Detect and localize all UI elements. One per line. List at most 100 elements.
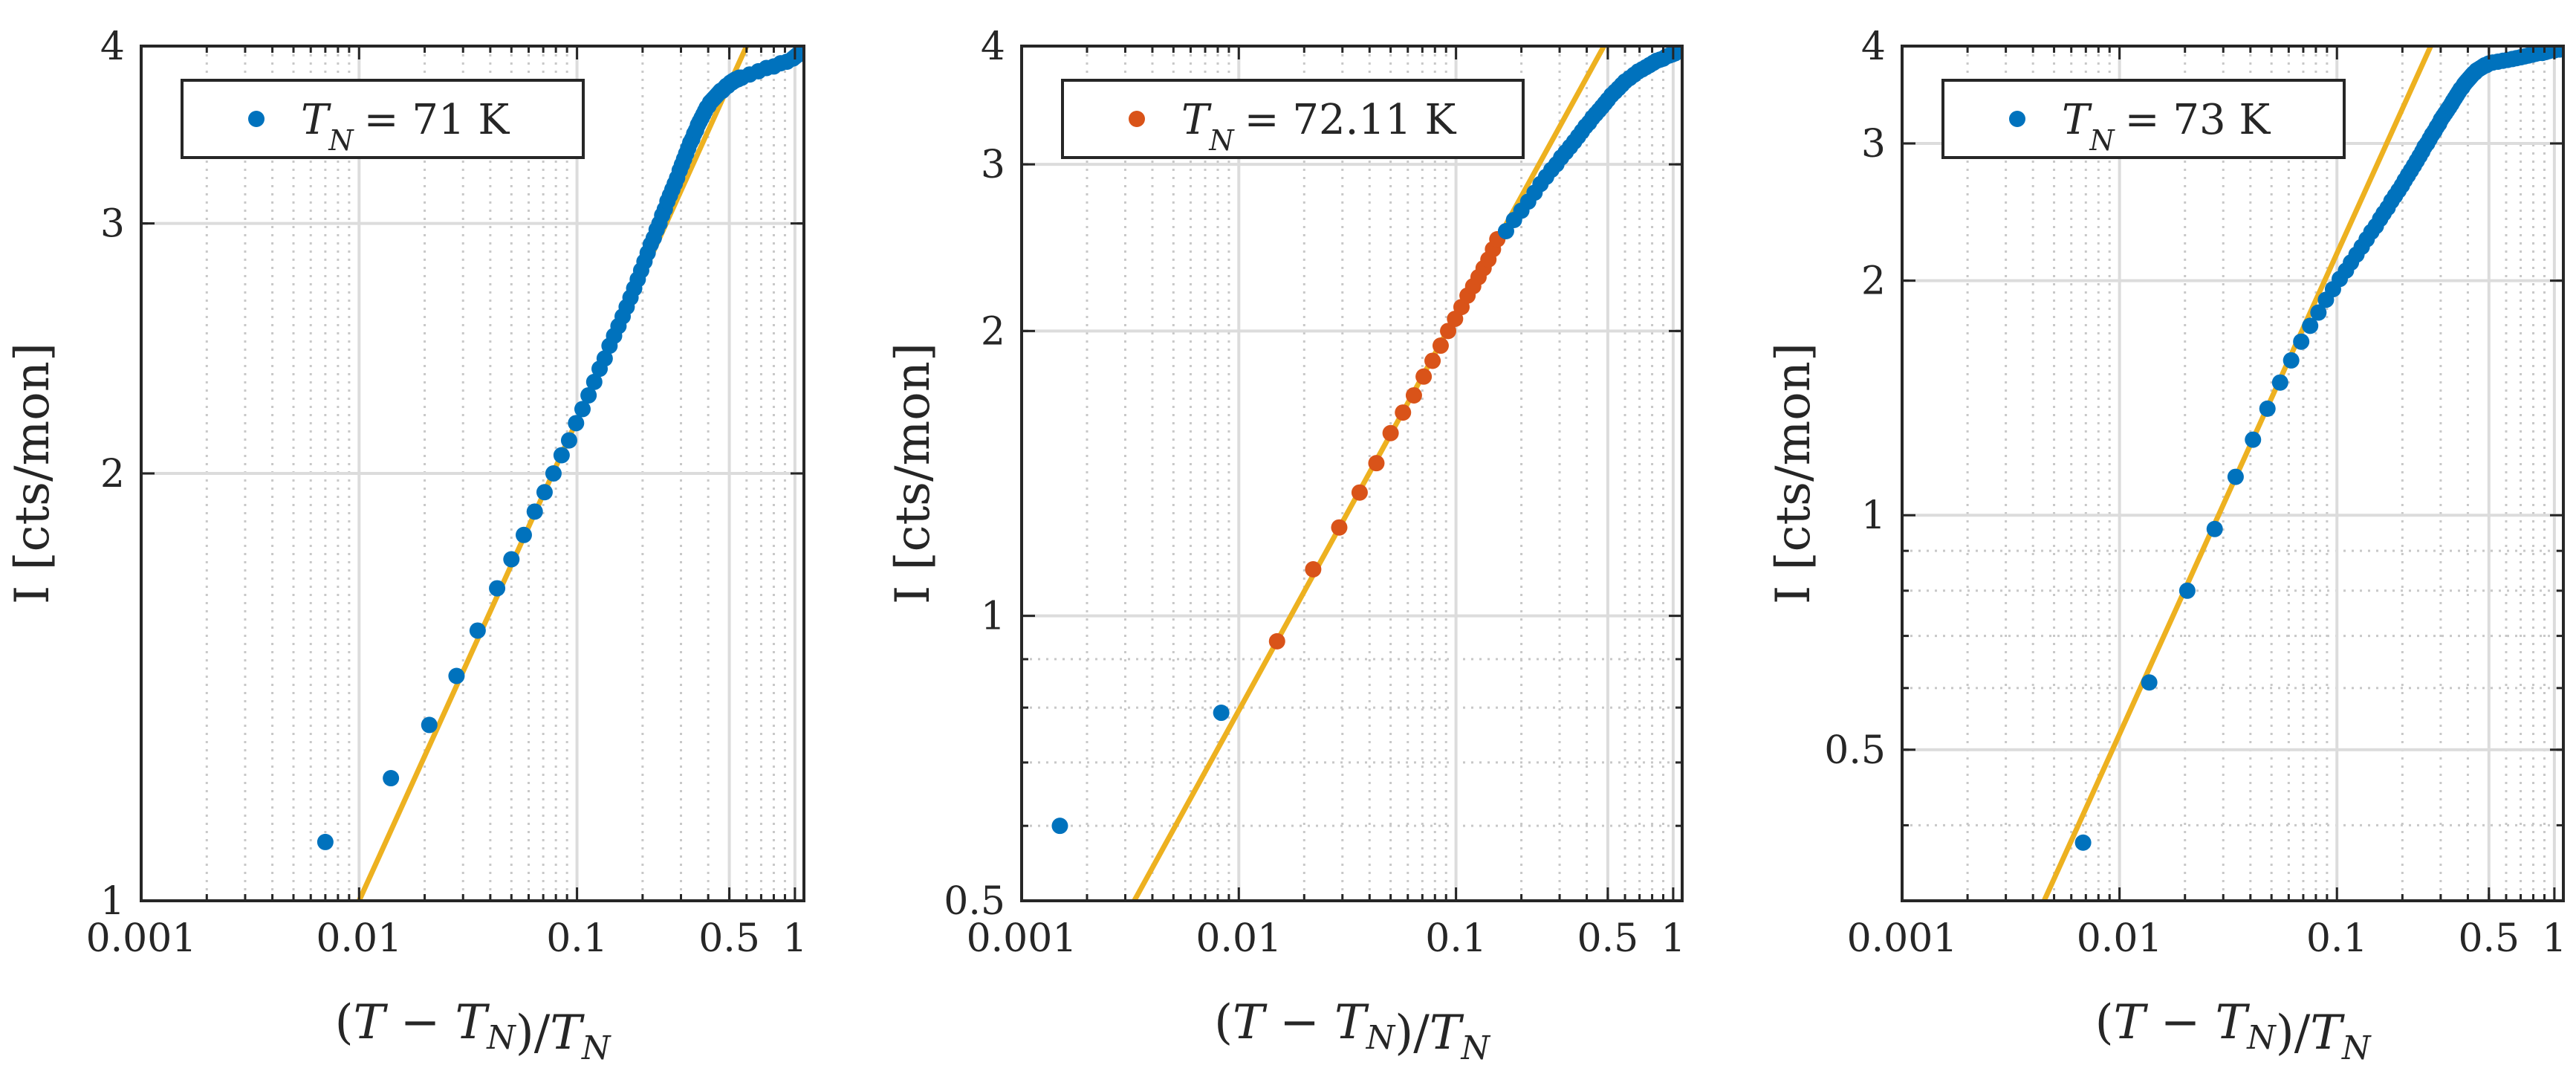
legend-tn-symbol: T: [1181, 96, 1212, 144]
data-point: [545, 465, 562, 482]
legend-tn-symbol: T: [2062, 96, 2092, 144]
data-point: [1368, 455, 1385, 472]
data-point: [560, 432, 577, 449]
legend-label: TN = 73 K: [2062, 96, 2271, 157]
data-point: [2074, 834, 2092, 851]
x-tick-label: 0.5: [2458, 916, 2520, 961]
data-point: [526, 503, 543, 520]
axes-box: [1020, 45, 1684, 902]
data-point: [1213, 705, 1230, 722]
data-point: [383, 770, 400, 787]
y-tick-label: 0.5: [944, 879, 1005, 924]
x-axis-label: (T − TN)/TN: [2095, 995, 2372, 1067]
plot-area: [1022, 46, 1682, 901]
data-point: [515, 526, 532, 543]
y-tick-label: 4: [100, 25, 125, 69]
legend-label: TN = 71 K: [301, 96, 510, 157]
data-point: [1051, 818, 1068, 835]
x-tick-label: 0.1: [546, 916, 608, 961]
x-tick-label: 0.1: [2306, 916, 2368, 961]
x-tick-label: 1: [2542, 916, 2566, 961]
y-axis-label: I [cts/mon]: [1766, 343, 1821, 604]
y-tick-label: 4: [1861, 25, 1886, 69]
legend-label: TN = 72.11 K: [1181, 96, 1456, 157]
subplot-tn-73: 0.001 0.01 0.1 0.5 1 0.5 1 2 3 4 (T − TN)/TN I [cts…: [1766, 25, 2566, 1067]
data-point: [1440, 323, 1457, 340]
y-tick-label: 1: [981, 595, 1005, 639]
y-tick-label: 2: [981, 309, 1005, 354]
y-tick-label: 1: [100, 879, 125, 924]
series-0: [2074, 46, 2563, 851]
legend-tn-value: = 71 K: [364, 96, 510, 144]
x-tick-label: 0.1: [1425, 916, 1487, 961]
data-point: [568, 415, 585, 432]
data-point: [1432, 337, 1449, 355]
x-tick-label: 0.001: [967, 916, 1077, 961]
x-tick-label: 1: [782, 916, 807, 961]
data-point: [421, 716, 438, 734]
data-point: [2310, 304, 2327, 321]
x-tick-label: 0.01: [1195, 916, 1282, 961]
data-point: [585, 373, 603, 390]
data-point: [1305, 560, 1322, 577]
legend-tn-symbol: T: [301, 96, 331, 144]
x-tick-label: 0.01: [2077, 916, 2163, 961]
data-layer: [317, 46, 804, 901]
data-point: [503, 551, 520, 568]
x-axis-label: (T − TN)/TN: [335, 995, 611, 1067]
y-tick-label: 3: [1861, 122, 1886, 166]
legend: TN = 72.11 K: [1061, 79, 1525, 159]
data-point: [2302, 317, 2319, 334]
data-point: [2293, 333, 2310, 350]
data-layer: [1051, 46, 1682, 901]
series-0: [1268, 230, 1506, 650]
data-point: [596, 350, 613, 367]
data-point: [2206, 520, 2223, 537]
data-point: [574, 401, 591, 418]
data-point: [1405, 386, 1422, 404]
subplot-tn-71: 0.001 0.01 0.1 0.5 1 1 2 3 4 (T − TN)/TN I [cts/mo…: [5, 25, 807, 1067]
data-point: [1395, 404, 1412, 421]
data-point: [2227, 468, 2244, 485]
x-axis-label: (T − TN)/TN: [1214, 995, 1490, 1067]
series-1: [1051, 46, 1682, 835]
legend: TN = 71 K: [181, 79, 585, 159]
x-tick-label: 0.001: [1847, 916, 1958, 961]
legend-marker: [1129, 111, 1145, 127]
y-tick-label: 3: [981, 143, 1005, 187]
y-tick-label: 1: [1861, 493, 1886, 538]
y-tick-label: 2: [1861, 259, 1886, 304]
legend-tn-value: = 72.11 K: [1245, 96, 1457, 144]
x-tick-label: 1: [1661, 916, 1685, 961]
data-point: [553, 447, 570, 464]
data-point: [1331, 519, 1348, 536]
legend: TN = 73 K: [1941, 79, 2346, 159]
x-tick-label: 0.001: [86, 916, 197, 961]
fit-line: [1132, 46, 1606, 901]
data-point: [2259, 400, 2276, 417]
data-point: [1415, 368, 1433, 385]
y-tick-label: 3: [100, 202, 125, 247]
data-point: [1351, 484, 1368, 501]
y-axis-label: I [cts/mon]: [886, 343, 941, 604]
series-0: [317, 46, 804, 850]
data-point: [2283, 352, 2300, 369]
data-point: [1382, 424, 1399, 441]
grid: [1020, 45, 1682, 902]
data-point: [469, 622, 486, 639]
legend-tn-value: = 73 K: [2125, 96, 2271, 144]
legend-marker: [2009, 111, 2025, 127]
x-tick-label: 0.5: [698, 916, 760, 961]
data-point: [536, 484, 553, 501]
data-layer: [2041, 46, 2563, 901]
subplot-tn-72-11: 0.001 0.01 0.1 0.5 1 0.5 1 2 3 4 (T − TN)/TN I [cts…: [886, 25, 1685, 1067]
y-tick-label: 2: [100, 452, 125, 496]
data-point: [2271, 374, 2288, 391]
x-tick-label: 0.5: [1577, 916, 1639, 961]
x-tick-label: 0.01: [316, 916, 402, 961]
y-tick-label: 0.5: [1824, 728, 1886, 773]
data-point: [2141, 674, 2158, 691]
axes-box: [1901, 45, 2565, 902]
data-point: [2178, 582, 2196, 599]
